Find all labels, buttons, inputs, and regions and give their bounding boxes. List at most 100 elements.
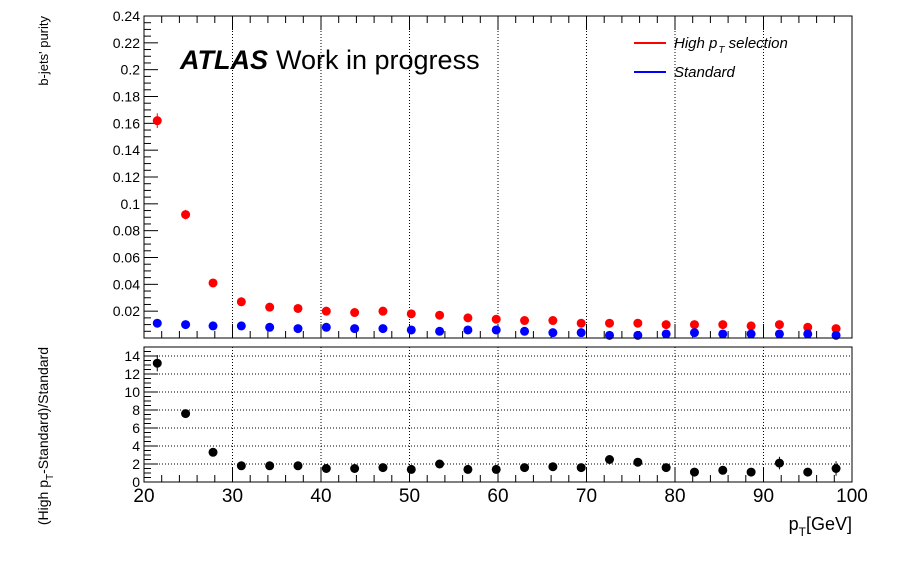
ratio-point <box>520 463 530 473</box>
ratio-frame <box>143 346 853 483</box>
x-label-sub: T <box>799 525 807 539</box>
ratio-point <box>435 459 445 469</box>
point-high <box>746 321 756 331</box>
legend-standard-label: Standard <box>674 64 736 81</box>
point-standard <box>520 326 530 336</box>
point-high <box>661 320 671 330</box>
point-standard <box>803 329 813 339</box>
point-high <box>350 308 360 318</box>
legend-high-p: p <box>708 35 717 52</box>
purity-y-tick-label: 0.12 <box>113 169 140 185</box>
atlas-annotation: ATLAS Work in progress <box>179 45 480 75</box>
point-standard <box>774 329 784 339</box>
ratio-point <box>576 463 586 473</box>
point-high <box>265 302 275 312</box>
ratio-y-label: (High pT-Standard)/Standard <box>35 347 56 525</box>
point-high <box>520 316 530 326</box>
x-axis-label: pT[GeV] <box>789 514 852 539</box>
ratio-y-tick-label: 10 <box>124 384 140 400</box>
point-high <box>491 314 501 324</box>
purity-y-tick-label: 0.24 <box>113 8 140 24</box>
ratio-point <box>718 465 728 475</box>
ratio-y-label-a: (High p <box>35 480 51 525</box>
point-standard <box>378 324 388 334</box>
x-tick-label: 100 <box>836 486 868 507</box>
ratio-x-axis: 20 30 40 50 60 70 80 90 100 <box>133 468 868 507</box>
point-standard <box>236 321 246 331</box>
point-standard <box>661 329 671 339</box>
purity-panel: 0.02 0.04 0.06 0.08 0.1 0.12 0.14 0.16 0.18 0.2 0.… <box>36 8 853 340</box>
point-high <box>152 116 162 126</box>
purity-y-tick-label: 0.16 <box>113 115 140 131</box>
x-tick-label: 80 <box>664 486 685 507</box>
ratio-point <box>378 463 388 473</box>
point-high <box>293 303 303 313</box>
point-standard <box>435 326 445 336</box>
ratio-point <box>661 463 671 473</box>
ratio-point <box>774 458 784 468</box>
ratio-point <box>321 464 331 473</box>
point-high <box>208 278 218 288</box>
point-high <box>236 297 246 307</box>
purity-y-tick-label: 0.2 <box>121 62 141 78</box>
point-high <box>435 310 445 320</box>
point-standard <box>321 322 331 332</box>
purity-y-tick-label: 0.22 <box>113 35 140 51</box>
ratio-point <box>181 409 191 419</box>
x-tick-label: 90 <box>753 486 774 507</box>
ratio-point <box>350 464 360 473</box>
x-tick-label: 40 <box>310 486 331 507</box>
ratio-point <box>689 467 699 477</box>
legend-high-label: High pT selection <box>674 35 788 56</box>
point-high <box>181 210 191 220</box>
point-standard <box>576 328 586 338</box>
purity-y-tick-label: 0.06 <box>113 250 140 266</box>
point-standard <box>548 328 558 338</box>
x-tick-label: 30 <box>222 486 243 507</box>
ratio-y-tick-label: 2 <box>132 456 140 472</box>
point-high <box>774 320 784 330</box>
ratio-point <box>548 462 558 472</box>
ratio-points <box>152 355 841 477</box>
ratio-point <box>605 455 615 464</box>
point-high <box>321 306 331 316</box>
point-standard <box>689 328 699 338</box>
ratio-y-tick-label: 14 <box>124 348 140 364</box>
atlas-status: Work in progress <box>276 45 480 75</box>
ratio-y-tick-label: 0 <box>132 474 140 490</box>
legend-high-sub: T <box>718 45 725 56</box>
ratio-point <box>746 467 756 477</box>
point-standard <box>491 325 501 335</box>
ratio-point <box>633 457 643 467</box>
ratio-y-label-sub: T <box>45 474 56 480</box>
point-high <box>378 306 388 316</box>
point-standard <box>208 321 218 331</box>
point-standard <box>718 329 728 339</box>
point-high <box>406 309 416 319</box>
ratio-y-tick-label: 8 <box>132 402 140 418</box>
ratio-point <box>152 358 162 368</box>
point-high <box>689 320 699 330</box>
point-high <box>548 316 558 326</box>
x-label-p: p <box>789 514 799 534</box>
purity-frame <box>143 15 853 339</box>
atlas-label: ATLAS <box>179 45 268 75</box>
ratio-point <box>265 461 275 471</box>
ratio-point <box>406 464 416 474</box>
legend-high-prefix: High <box>674 35 709 52</box>
legend: High pT selection Standard <box>634 35 788 81</box>
ratio-y-label-b: -Standard)/Standard <box>35 347 51 474</box>
ratio-grid <box>144 347 852 482</box>
point-standard <box>463 325 473 335</box>
ratio-point <box>463 464 473 474</box>
ratio-point <box>831 464 841 473</box>
purity-y-tick-label: 0.08 <box>113 223 140 239</box>
point-standard <box>293 324 303 334</box>
ratio-point <box>293 461 303 471</box>
point-high <box>633 318 643 328</box>
point-high <box>803 322 813 332</box>
point-standard <box>152 318 162 328</box>
point-standard <box>406 325 416 335</box>
x-tick-label: 20 <box>133 486 154 507</box>
